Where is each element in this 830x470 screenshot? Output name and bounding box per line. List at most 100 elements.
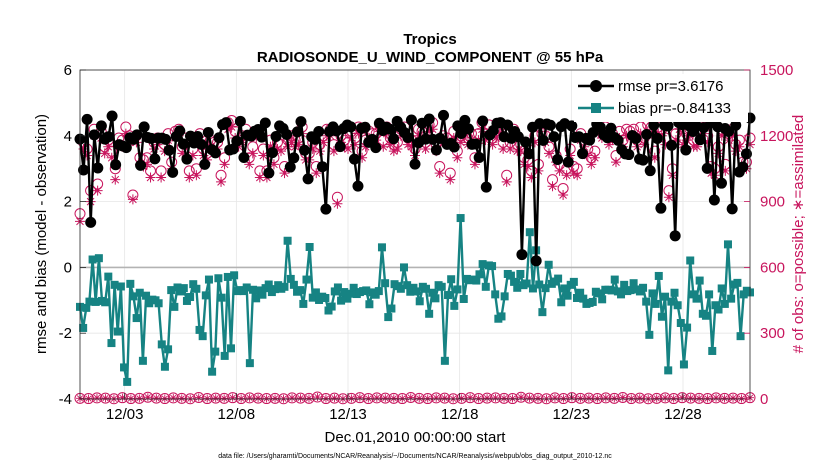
bias-point-165: [595, 289, 604, 298]
rmse-point-186: [737, 161, 749, 173]
bias-point-29: [167, 286, 176, 295]
bias-point-9: [104, 272, 113, 281]
legend-box: [574, 74, 748, 122]
bias-point-122: [459, 294, 468, 303]
bias-point-159: [576, 288, 585, 297]
rmse-point-2: [81, 113, 93, 125]
right-tick-label-0: 0: [760, 391, 768, 408]
rmse-point-35: [199, 158, 211, 170]
rmse-point-120: [502, 119, 514, 131]
x-tick-label-3: 12/18: [441, 406, 479, 423]
rmse-point-21: [149, 153, 161, 165]
rmse-point-25: [163, 144, 175, 156]
rmse-point-109: [462, 123, 474, 135]
bias-point-196: [692, 294, 701, 303]
rmse-point-167: [669, 230, 681, 242]
x-tick-label-5: 12/28: [664, 406, 702, 423]
assimilated-point-62: [293, 139, 304, 150]
bias-point-197: [695, 276, 704, 285]
possible_low-point-70: [668, 393, 680, 405]
assimilated-point-93: [402, 139, 413, 150]
x-tick-label-4: 12/23: [553, 406, 591, 423]
rmse-point-54: [266, 147, 278, 159]
assimilated-low-point-61: [593, 394, 602, 403]
bias-point-91: [362, 286, 371, 295]
right-tick-label-4: 1200: [760, 128, 793, 145]
rmse-point-133: [548, 131, 560, 143]
bias-point-57: [255, 286, 264, 295]
footnote: data file: /Users/gharamti/Documents/NCA…: [218, 453, 612, 460]
rmse-point-5: [92, 162, 104, 174]
bias-point-206: [723, 240, 732, 249]
bias-point-182: [648, 289, 657, 298]
rmse-point-138: [566, 120, 578, 132]
bias-point-66: [283, 236, 292, 245]
assimilated-low-point-3: [101, 394, 110, 403]
bias-series: [76, 214, 754, 386]
rmse-point-111: [470, 138, 482, 150]
bias-point-17: [129, 292, 138, 301]
bias-point-85: [343, 294, 352, 303]
bias-point-138: [510, 277, 519, 286]
assimilated-low-point-73: [695, 394, 704, 403]
possible_low-point-8: [142, 391, 154, 403]
assimilated-point-7: [99, 148, 110, 159]
assimilated-low-point-40: [415, 394, 424, 403]
rmse-point-137: [562, 156, 574, 168]
rmse-point-13: [120, 142, 132, 154]
assimilated-point-183: [720, 165, 731, 176]
rmse-point-51: [256, 131, 268, 143]
assimilated-low-point-71: [678, 393, 687, 402]
bias-point-95: [374, 287, 383, 296]
bias-point-14: [120, 363, 129, 372]
assimilated-point-96: [413, 130, 424, 141]
assimilated-point-20: [145, 172, 156, 183]
assimilated-point-72: [328, 146, 339, 157]
assimilated-point-106: [448, 132, 459, 143]
bias-point-170: [610, 275, 619, 284]
bias-point-202: [711, 301, 720, 310]
bias-point-210: [736, 332, 745, 341]
assimilated-point-159: [635, 128, 646, 139]
legend-bias-label: bias pr=-0.84133: [618, 100, 731, 117]
assimilated-point-175: [692, 141, 703, 152]
rmse-point-52: [259, 117, 271, 129]
assimilated-low-point-68: [652, 394, 661, 403]
y-axis-label-right: # of obs: o=possible; ∗=assimilated: [790, 115, 807, 354]
rmse-point-4: [88, 129, 100, 141]
bias-point-107: [412, 287, 421, 296]
bias-point-53: [242, 283, 251, 292]
assimilated-low-point-70: [669, 394, 678, 403]
bias-point-30: [170, 302, 179, 311]
bias-point-183: [651, 299, 660, 308]
rmse-point-39: [213, 132, 225, 144]
assimilated-low-point-6: [126, 394, 135, 403]
assimilated-point-94: [406, 141, 417, 152]
rmse-point-17: [135, 159, 147, 171]
bias-point-37: [192, 284, 201, 293]
bias-point-35: [186, 293, 195, 302]
bias-point-70: [296, 286, 305, 295]
assimilated-point-80: [357, 152, 368, 163]
rmse-point-8: [103, 131, 115, 143]
assimilated-point-155: [621, 130, 632, 141]
bias-point-199: [701, 311, 710, 320]
rmse-point-10: [110, 159, 122, 171]
bias-point-120: [453, 285, 462, 294]
assimilated-low-point-37: [389, 394, 398, 403]
assimilated-low-point-64: [618, 393, 627, 402]
rmse-point-26: [167, 166, 179, 178]
rmse-point-92: [402, 131, 414, 143]
bias-point-41: [204, 275, 213, 284]
bias-point-207: [727, 294, 736, 303]
assimilated-point-78: [350, 139, 361, 150]
assimilated-point-187: [734, 141, 745, 152]
assimilated-point-73: [332, 198, 343, 209]
assimilated-point-140: [568, 168, 579, 179]
assimilated-point-41: [219, 159, 230, 170]
assimilated-low-point-49: [491, 393, 500, 402]
bias-point-56: [252, 294, 261, 303]
assimilated-point-115: [480, 135, 491, 146]
bias-point-132: [491, 290, 500, 299]
